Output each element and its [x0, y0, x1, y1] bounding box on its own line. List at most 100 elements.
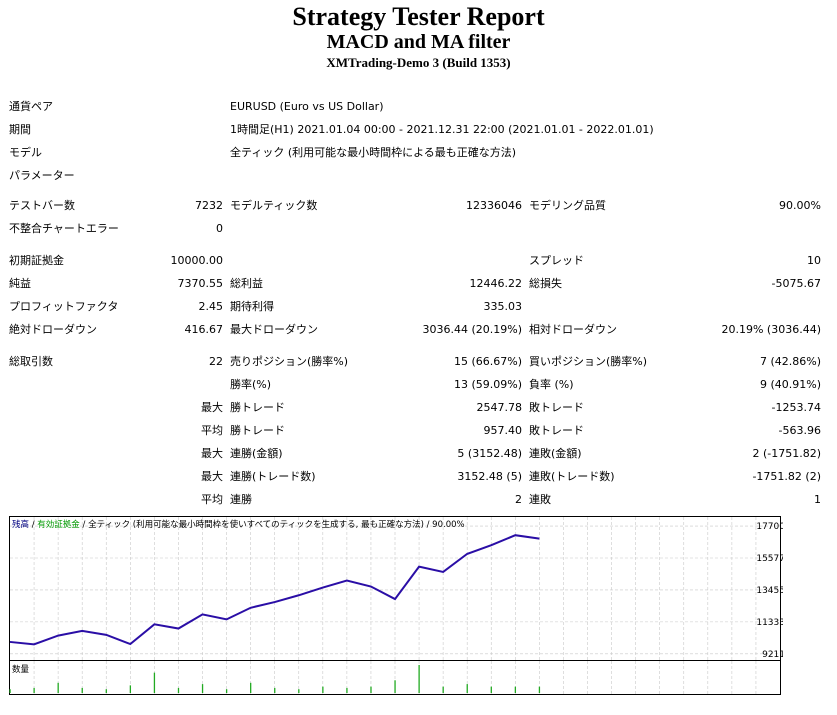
total-trades-label: 総取引数 [9, 355, 53, 368]
avg-consecutive-losses-value: 1 [814, 493, 821, 506]
net-profit-label: 純益 [9, 277, 31, 290]
long-positions-label: 買いポジション(勝率%) [529, 355, 648, 368]
average-loss-label: 敗トレード [529, 424, 584, 437]
y-tick-label: 17700 [756, 522, 783, 532]
largest-word: 最大 [201, 401, 223, 414]
volume-bar [370, 686, 372, 693]
report-title: Strategy Tester Report [292, 2, 545, 31]
relative-drawdown-value: 20.19% (3036.44) [721, 323, 821, 336]
volume-label: 数量 [12, 664, 30, 675]
consecutive-wins-value: 5 (3152.48) [457, 447, 522, 460]
volume-bar [490, 686, 492, 693]
average-profit-value: 957.40 [483, 424, 523, 437]
bars-value: 7232 [195, 199, 223, 212]
largest-profit-label: 勝トレード [230, 401, 285, 414]
period-label: 期間 [9, 123, 31, 136]
model-label: モデル [9, 146, 42, 159]
gross-loss-label: 総損失 [529, 277, 562, 290]
total-trades-value: 22 [209, 355, 223, 368]
y-tick-label: 15577 [756, 554, 783, 564]
volume-bar [129, 685, 132, 693]
gross-profit-value: 12446.22 [469, 277, 523, 290]
ticks-label: モデルティック数 [230, 199, 318, 212]
loss-trades-value: 9 (40.91%) [759, 378, 821, 391]
period-value: 1時間足(H1) 2021.01.04 00:00 - 2021.12.31 2… [230, 123, 654, 136]
legend-quality: 90.00% [432, 520, 464, 530]
consecutive-loss-value: -1751.82 (2) [752, 470, 821, 483]
profit-factor-label: プロフィットファクタ [9, 300, 119, 313]
consecutive-loss-label: 連敗(トレード数) [529, 470, 615, 483]
avg-consecutive-wins-value: 2 [515, 493, 522, 506]
volume-bar [33, 687, 35, 693]
volume-bar [177, 687, 180, 693]
volume-bar [538, 686, 541, 693]
consecutive-losses-label: 連敗(金額) [529, 447, 582, 460]
legend-balance: 残高 [12, 519, 29, 530]
bars-label: テストバー数 [9, 199, 75, 212]
volume-bar [274, 687, 276, 693]
legend-separator-2: / [80, 520, 88, 530]
average-loss-value: -563.96 [778, 424, 821, 437]
expected-payoff-label: 期待利得 [230, 300, 274, 313]
volume-bar [57, 682, 59, 693]
profit-factor-value: 2.45 [198, 300, 224, 313]
volume-bar [346, 687, 348, 693]
loss-trades-label: 負率 (%) [529, 378, 574, 391]
expert-name: MACD and MA filter [326, 31, 511, 53]
long-positions-value: 7 (42.86%) [759, 355, 821, 368]
max-drawdown-label: 最大ドローダウン [230, 323, 318, 336]
volume-bar [394, 680, 396, 693]
volume-bar [81, 687, 83, 693]
expected-payoff-value: 335.03 [483, 300, 523, 313]
volume-bar [322, 686, 324, 693]
volume-bar [153, 672, 156, 693]
legend-equity: 有効証拠金 [37, 519, 80, 530]
mismatch-value: 0 [216, 222, 223, 235]
balance-line [9, 534, 540, 646]
symbol-value: EURUSD (Euro vs US Dollar) [230, 100, 384, 113]
legend-model: 全ティック (利用可能な最小時間枠を使いすべてのティックを生成する, 最も正確な… [88, 519, 424, 530]
symbol-label: 通貨ペア [9, 100, 53, 113]
gross-loss-value: -5075.67 [771, 277, 821, 290]
average-consecutive-word: 平均 [201, 493, 223, 506]
legend-separator-1: / [29, 520, 37, 530]
deposit-value: 10000.00 [170, 254, 224, 267]
max-consecutive-word: 最大 [201, 447, 223, 460]
quality-label: モデリング品質 [529, 199, 606, 212]
volume-bar [418, 665, 420, 693]
relative-drawdown-label: 相対ドローダウン [529, 323, 617, 336]
consecutive-profit-value: 3152.48 (5) [457, 470, 522, 483]
short-positions-value: 15 (66.67%) [453, 355, 522, 368]
largest-profit-value: 2547.78 [476, 401, 523, 414]
server-build: XMTrading-Demo 3 (Build 1353) [326, 55, 511, 70]
absolute-drawdown-value: 416.67 [184, 323, 224, 336]
chart-legend: 残高 / 有効証拠金 / 全ティック (利用可能な最小時間枠を使いすべてのティッ… [12, 519, 465, 530]
model-value: 全ティック (利用可能な最小時間枠による最も正確な方法) [230, 146, 517, 159]
max-drawdown-value: 3036.44 (20.19%) [422, 323, 522, 336]
largest-loss-label: 敗トレード [529, 401, 584, 414]
avg-consecutive-wins-label: 連勝 [230, 493, 252, 506]
volume-bar [514, 686, 517, 693]
volume-bar [9, 689, 11, 693]
y-tick-label: 13455 [756, 586, 783, 596]
quality-value: 90.00% [779, 199, 821, 212]
spread-label: スプレッド [529, 254, 584, 267]
gross-profit-label: 総利益 [230, 277, 263, 290]
absolute-drawdown-label: 絶対ドローダウン [9, 323, 97, 336]
max-consecutive-count-word: 最大 [201, 470, 223, 483]
volume-bar [442, 686, 444, 693]
y-tick-label: 9211 [762, 650, 783, 660]
volume-bar [466, 684, 468, 693]
y-tick-label: 11333 [756, 618, 783, 628]
volume-bar [105, 689, 107, 693]
average-word: 平均 [201, 424, 223, 437]
mismatch-label: 不整合チャートエラー [9, 222, 119, 235]
volume-bar [225, 689, 228, 693]
profit-trades-value: 13 (59.09%) [453, 378, 522, 391]
avg-consecutive-losses-label: 連敗 [529, 493, 551, 506]
profit-trades-label: 勝率(%) [230, 378, 272, 391]
volume-bar [201, 684, 204, 693]
legend-separator-3: / [424, 520, 432, 530]
parameters-label: パラメーター [9, 169, 75, 182]
